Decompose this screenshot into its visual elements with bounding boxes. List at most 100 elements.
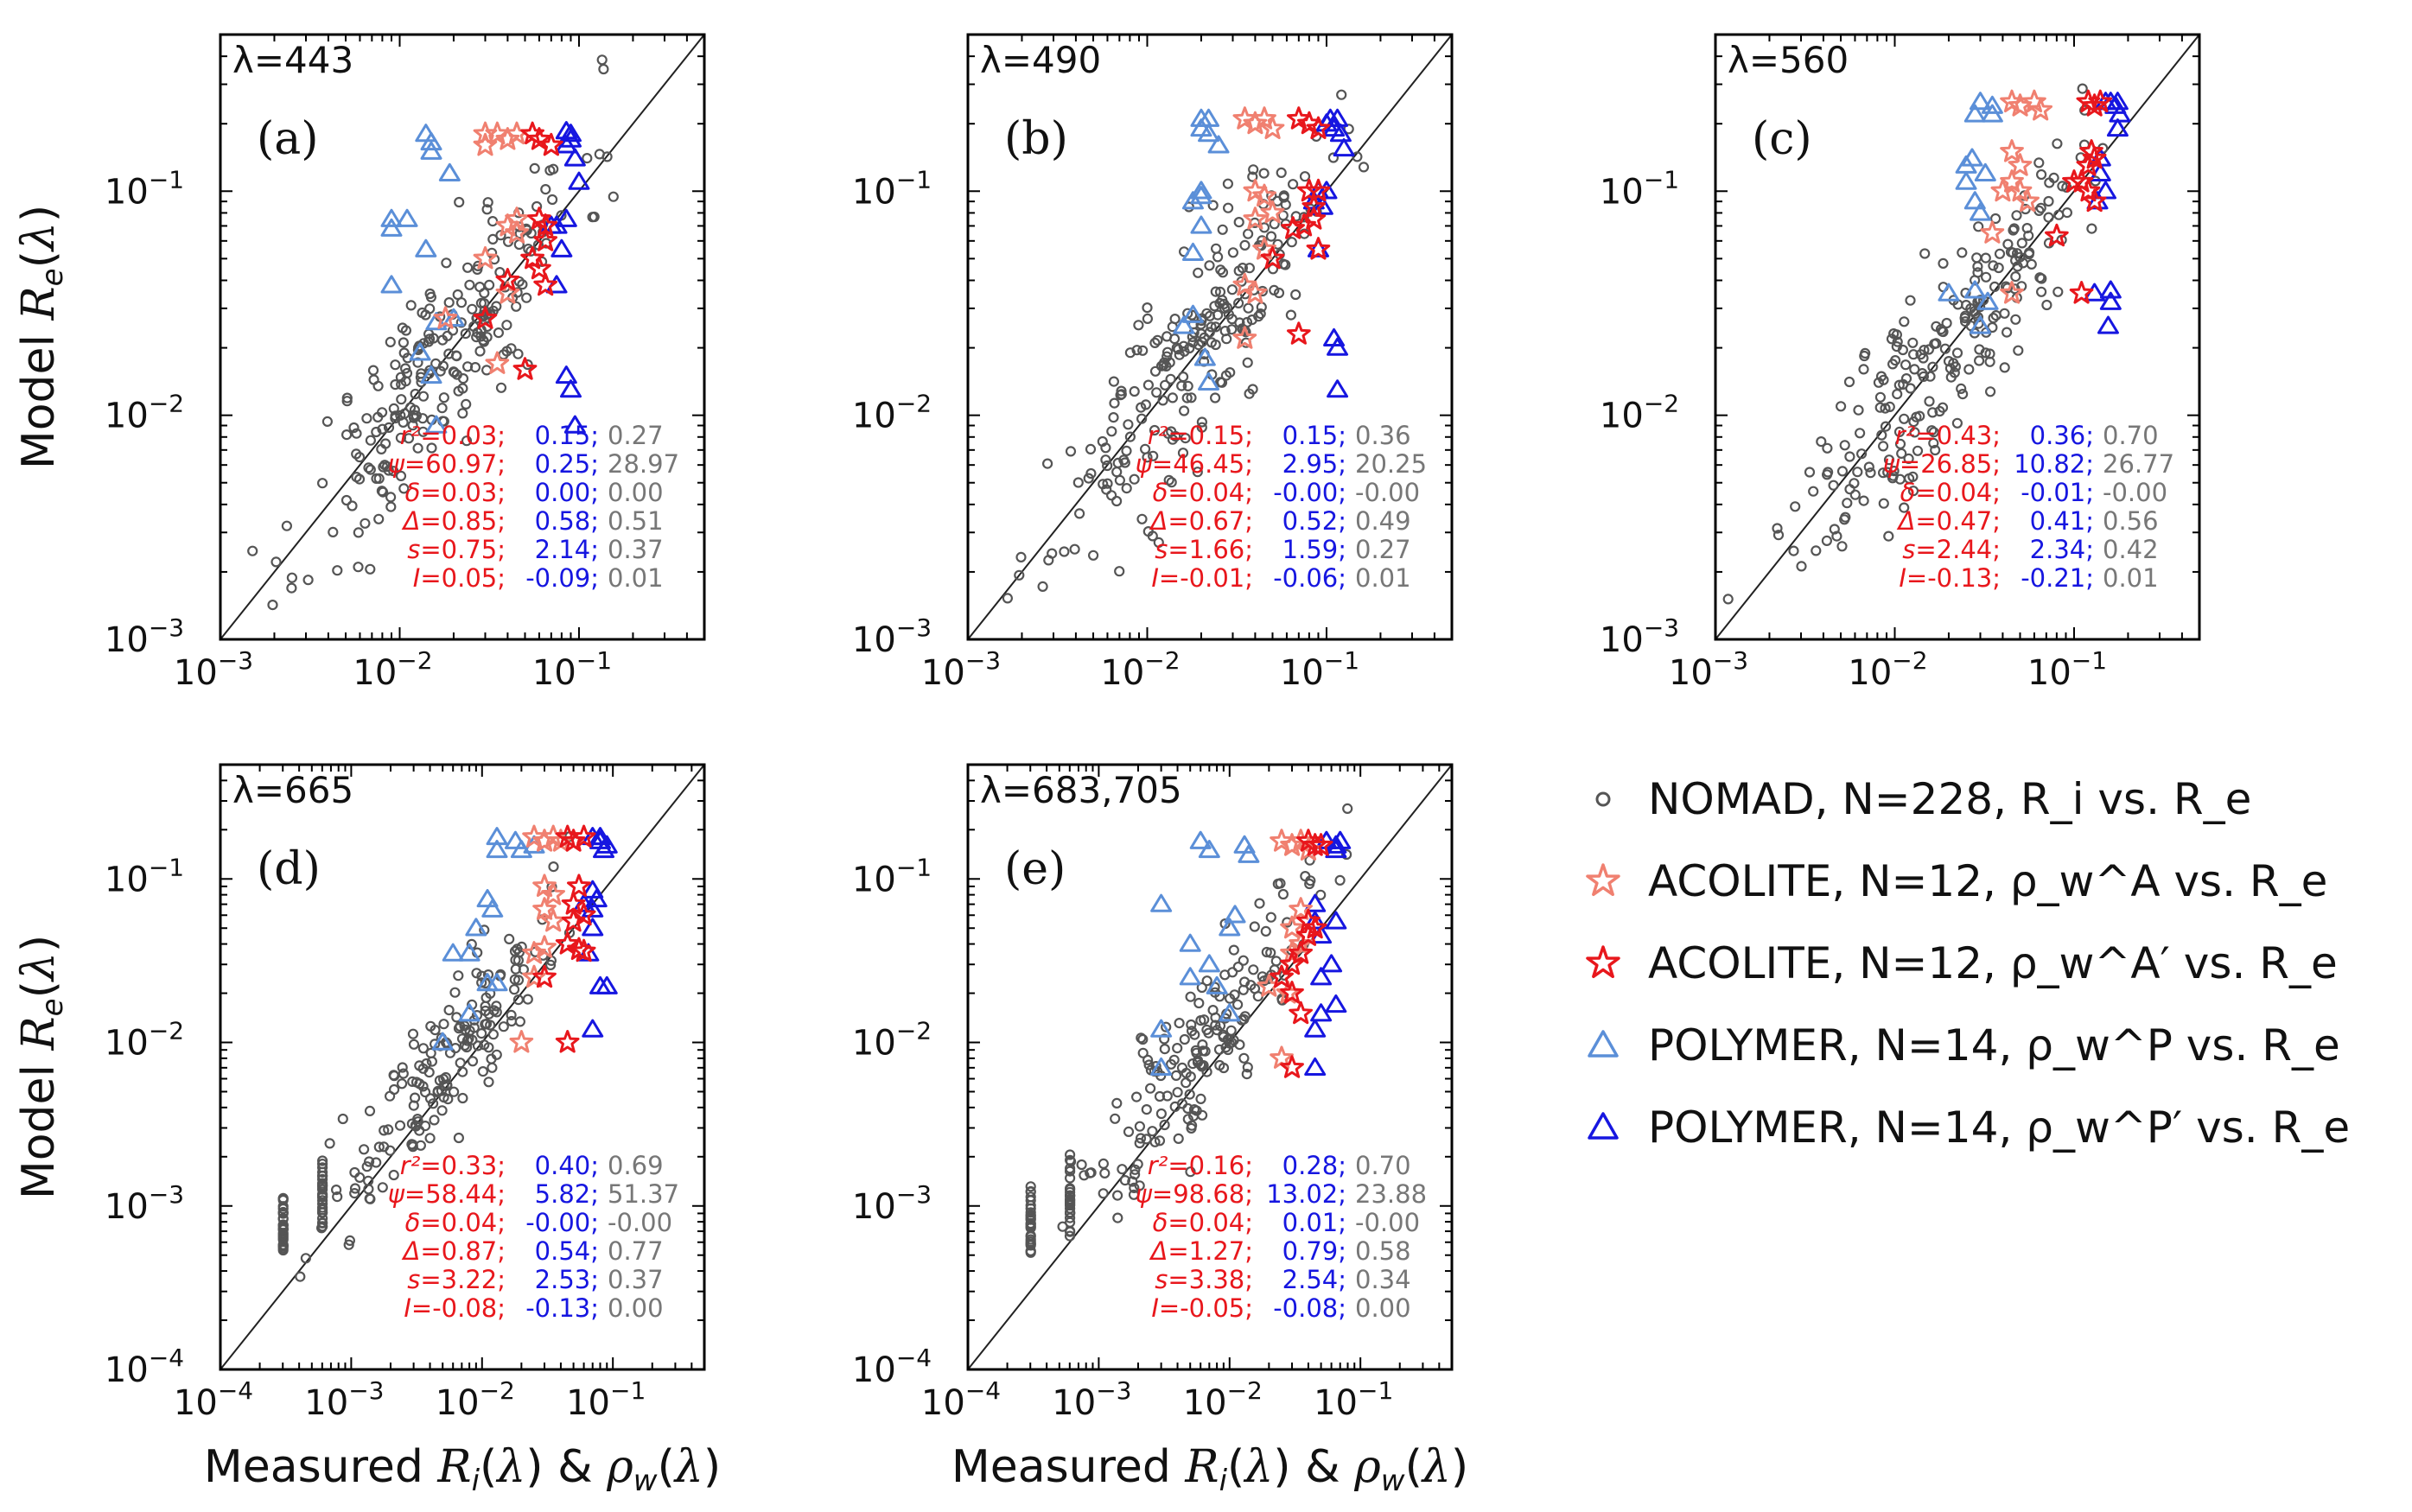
polymer-p-point bbox=[438, 162, 461, 181]
stat-polymer: 0.54; bbox=[535, 1236, 599, 1266]
nomad-point bbox=[1143, 1059, 1155, 1070]
nomad-point bbox=[281, 520, 292, 531]
stat-polymer: 0.00; bbox=[535, 478, 599, 507]
nomad-point bbox=[1981, 271, 1992, 283]
stat-acolite: δ=0.04; bbox=[1900, 478, 2001, 507]
nomad-point bbox=[403, 433, 415, 444]
stat-nomad: 0.37 bbox=[608, 535, 664, 564]
nomad-point bbox=[453, 1132, 465, 1144]
nomad-point bbox=[1286, 237, 1297, 248]
nomad-point bbox=[1257, 285, 1269, 297]
acolite-a-prime-point bbox=[2076, 153, 2101, 176]
polymer-p-prime-point bbox=[555, 135, 577, 154]
stat-acolite: s=1.66; bbox=[1155, 535, 1253, 564]
nomad-point bbox=[1155, 1108, 1168, 1120]
nomad-point bbox=[394, 1120, 406, 1131]
nomad-point bbox=[1108, 412, 1119, 423]
polymer-p-point bbox=[1189, 830, 1212, 849]
polymer-p-point bbox=[1181, 191, 1204, 210]
nomad-point bbox=[1117, 1164, 1128, 1175]
nomad-point bbox=[1098, 1188, 1109, 1199]
nomad-point bbox=[1285, 309, 1297, 321]
nomad-point bbox=[1166, 477, 1177, 488]
nomad-point bbox=[1811, 545, 1822, 556]
acolite-a-point bbox=[532, 935, 557, 958]
nomad-point bbox=[436, 1105, 448, 1116]
nomad-point bbox=[1233, 217, 1244, 228]
nomad-point bbox=[1956, 383, 1967, 394]
nomad-point bbox=[410, 1077, 423, 1088]
stat-nomad: 0.27 bbox=[1355, 535, 1411, 564]
nomad-point bbox=[467, 1056, 479, 1067]
nomad-point bbox=[316, 1223, 328, 1234]
nomad-point bbox=[1927, 407, 1938, 418]
stat-acolite: s=2.44; bbox=[1902, 535, 2001, 564]
polymer-p-point bbox=[481, 899, 504, 918]
nomad-point bbox=[1228, 1034, 1239, 1046]
stat-acolite: I=-0.05; bbox=[1151, 1293, 1253, 1323]
nomad-point bbox=[377, 1182, 388, 1193]
nomad-point bbox=[1928, 437, 1939, 449]
nomad-point bbox=[480, 1018, 493, 1030]
nomad-point bbox=[1938, 326, 1949, 338]
nomad-point bbox=[1943, 356, 1955, 367]
stat-acolite: s=3.38; bbox=[1155, 1265, 1253, 1294]
polymer-p-prime-point bbox=[555, 365, 577, 384]
nomad-point bbox=[1884, 401, 1895, 412]
nomad-point bbox=[455, 317, 467, 328]
x-tick-label: 10−2 bbox=[1848, 646, 1927, 693]
nomad-point bbox=[1919, 345, 1930, 356]
polymer-p-prime-point bbox=[1325, 911, 1347, 930]
nomad-point bbox=[1277, 888, 1289, 900]
acolite-a-prime-point bbox=[520, 245, 544, 270]
lambda-label: λ=683,705 bbox=[980, 769, 1182, 811]
nomad-point bbox=[1041, 458, 1053, 469]
nomad-point bbox=[414, 1060, 425, 1071]
nomad-point bbox=[1930, 444, 1941, 456]
nomad-point bbox=[377, 423, 388, 435]
nomad-point bbox=[424, 1093, 436, 1104]
polymer-p-point bbox=[1976, 291, 1999, 310]
nomad-point bbox=[1822, 442, 1833, 454]
nomad-point bbox=[506, 1009, 517, 1021]
nomad-point bbox=[1085, 467, 1097, 480]
polymer-p-prime-point bbox=[563, 148, 586, 167]
nomad-point bbox=[438, 1019, 449, 1030]
nomad-point bbox=[454, 196, 465, 208]
nomad-point bbox=[1836, 401, 1847, 412]
nomad-point bbox=[364, 1105, 376, 1117]
nomad-point bbox=[1025, 1200, 1036, 1211]
acolite-a-prime-point bbox=[2045, 223, 2069, 247]
nomad-point bbox=[1186, 1120, 1198, 1131]
polymer-p-point bbox=[1179, 967, 1201, 986]
stat-nomad: 0.36 bbox=[1355, 421, 1411, 450]
acolite-a-prime-point bbox=[1296, 923, 1321, 946]
nomad-point bbox=[457, 383, 468, 394]
nomad-point bbox=[1722, 594, 1734, 605]
polymer-p-point bbox=[1206, 975, 1228, 994]
nomad-point bbox=[1878, 467, 1889, 479]
stat-nomad: 0.34 bbox=[1355, 1265, 1411, 1294]
nomad-point bbox=[407, 1076, 418, 1088]
nomad-point bbox=[1970, 275, 1981, 286]
nomad-point bbox=[396, 378, 407, 390]
nomad-point bbox=[1085, 443, 1097, 455]
stat-nomad: 51.37 bbox=[608, 1179, 679, 1209]
nomad-point bbox=[435, 365, 446, 377]
nomad-point bbox=[582, 153, 593, 164]
acolite-a-point bbox=[485, 351, 510, 374]
nomad-point bbox=[1057, 1221, 1068, 1232]
stat-nomad: -0.00 bbox=[2103, 478, 2167, 507]
nomad-point bbox=[1076, 1159, 1087, 1171]
acolite-a-prime-point bbox=[1297, 178, 1321, 202]
nomad-point bbox=[317, 1204, 328, 1216]
acolite-a-prime-point bbox=[561, 829, 586, 852]
nomad-point bbox=[1170, 1070, 1182, 1082]
nomad-point bbox=[1111, 1190, 1123, 1201]
nomad-point bbox=[1280, 199, 1291, 210]
acolite-a-prime-point bbox=[539, 132, 563, 156]
nomad-point bbox=[1939, 343, 1951, 354]
nomad-point bbox=[390, 379, 401, 391]
stat-nomad: 0.58 bbox=[1355, 1236, 1411, 1266]
